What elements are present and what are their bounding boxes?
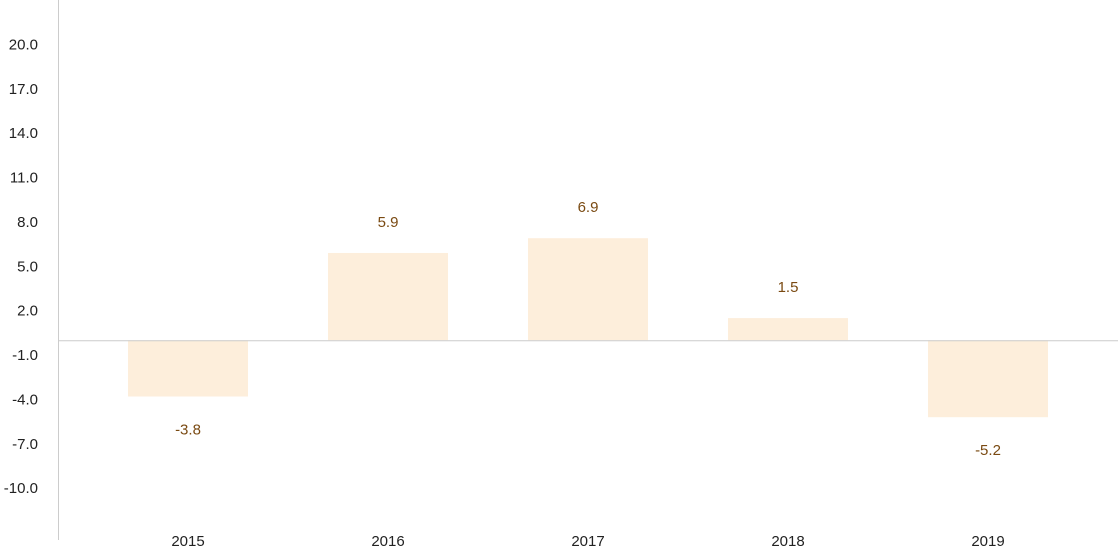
bar-2015	[128, 340, 248, 397]
bar-2017	[528, 238, 648, 341]
y-tick-label: 20.0	[9, 36, 38, 53]
x-tick-label-2017: 2017	[571, 533, 604, 550]
bar-2019	[928, 340, 1048, 418]
y-tick-label: -7.0	[12, 436, 38, 453]
y-tick-label: -4.0	[12, 391, 38, 408]
value-label-2018: 1.5	[778, 279, 799, 296]
y-tick-label: 5.0	[17, 258, 38, 275]
x-tick-labels: 2015 2016 2017 2018 2019	[171, 533, 1004, 550]
y-tick-label: 2.0	[17, 303, 38, 320]
value-labels: -3.8 5.9 6.9 1.5 -5.2	[175, 199, 1001, 459]
y-tick-label: -1.0	[12, 347, 38, 364]
y-tick-label: -10.0	[4, 480, 38, 497]
y-tick-label: 8.0	[17, 214, 38, 231]
y-tick-labels: 20.0 17.0 14.0 11.0 8.0 5.0 2.0 -1.0 -4.0 -7.0 -10…	[4, 36, 38, 497]
y-tick-label: 14.0	[9, 125, 38, 142]
x-tick-label-2018: 2018	[771, 533, 804, 550]
value-label-2017: 6.9	[578, 199, 599, 216]
x-tick-label-2016: 2016	[371, 533, 404, 550]
bar-2018	[728, 318, 848, 341]
bars-group	[128, 238, 1048, 418]
value-label-2016: 5.9	[378, 214, 399, 231]
y-tick-label: 17.0	[9, 81, 38, 98]
x-tick-label-2019: 2019	[971, 533, 1004, 550]
y-tick-label: 11.0	[10, 170, 38, 187]
value-label-2015: -3.8	[175, 421, 201, 438]
x-tick-label-2015: 2015	[171, 533, 204, 550]
value-label-2019: -5.2	[975, 442, 1001, 459]
bar-2016	[328, 252, 448, 341]
